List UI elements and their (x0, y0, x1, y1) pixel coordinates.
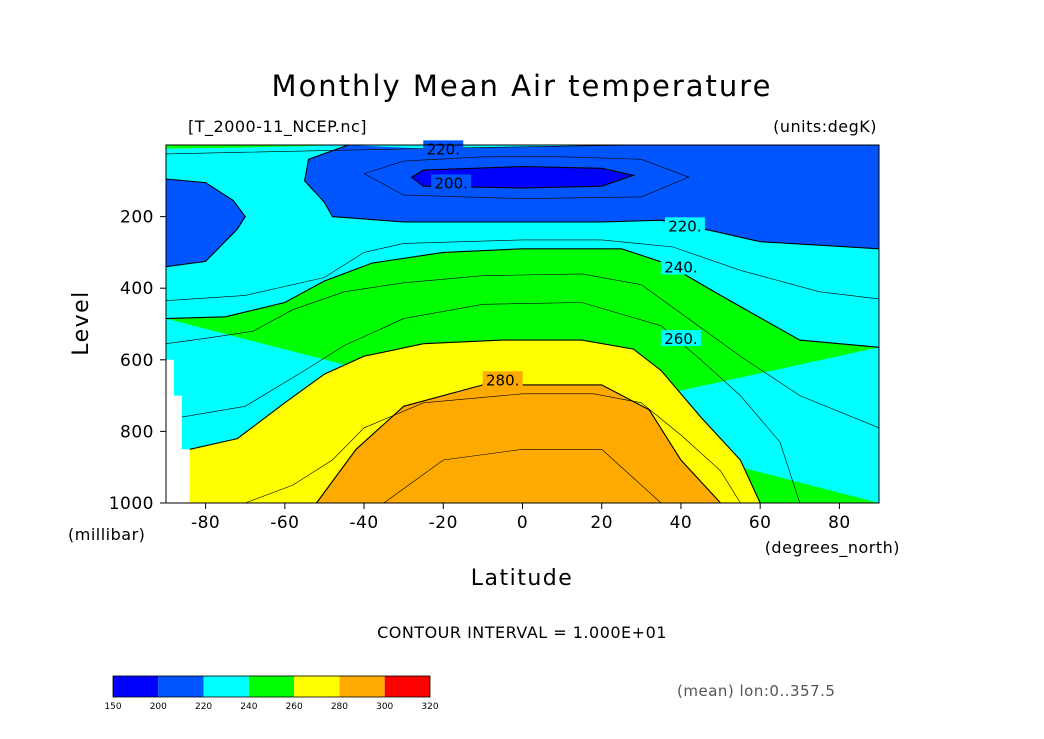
color-bar-swatch (339, 676, 385, 697)
color-bar-swatch (384, 676, 430, 697)
contour-c250 (181, 302, 801, 504)
x-tick-label: -60 (270, 513, 299, 533)
y-axis-units: (millibar) (68, 525, 145, 544)
fill-200-220-west (166, 179, 246, 267)
y-tick-label: 400 (120, 279, 154, 299)
x-axis-ticks: -80 -60 -40 -20 0 20 40 60 80 (191, 503, 851, 533)
contour-c210 (363, 156, 690, 200)
color-bar-label: 150 (104, 702, 121, 712)
x-tick-label: 40 (670, 513, 693, 533)
color-bar-label: 240 (240, 702, 257, 712)
contour-label-bg (664, 217, 705, 234)
contour-c240a (165, 248, 880, 348)
color-bar-label: 200 (150, 702, 167, 712)
contour-c280 (316, 384, 722, 504)
fill-top-strip (166, 145, 349, 149)
y-tick-label: 1000 (109, 494, 154, 514)
contour-label: 240. (664, 259, 697, 277)
color-bar-label: 260 (286, 702, 303, 712)
x-tick-label: -80 (191, 513, 220, 533)
contour-label-bg (423, 140, 464, 157)
x-axis-units: (degrees_north) (765, 538, 900, 558)
color-bar-swatch (113, 676, 159, 697)
units-label: (units:degK) (773, 117, 877, 136)
contour-fills (166, 145, 880, 503)
y-axis-label: Level (69, 290, 94, 356)
color-bar-swatch (203, 676, 249, 697)
color-bar-label: 300 (376, 702, 393, 712)
contour-label-bg (660, 330, 701, 347)
x-tick-label: 80 (828, 513, 851, 533)
color-bar-label: 320 (421, 702, 438, 712)
color-bar: 150 200 220 240 260 280 300 320 (104, 675, 439, 712)
missing-data-fill (166, 359, 190, 503)
x-tick-label: 60 (749, 513, 772, 533)
contour-c240b (165, 273, 880, 429)
x-tick-label: 0 (517, 513, 528, 533)
color-bar-label: 280 (331, 702, 348, 712)
chart-title: Monthly Mean Air temperature (272, 69, 773, 103)
x-tick-label: 20 (590, 513, 613, 533)
color-bar-frame (112, 675, 431, 698)
file-label: [T_2000-11_NCEP.nc] (188, 117, 367, 137)
contour-c200 (410, 165, 636, 189)
contour-c220c (304, 144, 880, 250)
y-tick-label: 200 (120, 208, 154, 228)
contour-label: 260. (664, 330, 697, 348)
contour-label: 220. (668, 217, 701, 235)
x-tick-label: -40 (349, 513, 378, 533)
color-bar-swatch (248, 676, 295, 697)
contour-label: 200. (434, 174, 467, 192)
fill-280-300 (316, 384, 721, 503)
contour-c260 (189, 339, 761, 504)
contour-c230 (165, 239, 880, 301)
contour-label-bg (431, 174, 472, 191)
missing-data-region (166, 359, 190, 503)
contour-plot: 220. 200. 220. 240. 260. 280. (165, 140, 880, 504)
contour-label: 220. (427, 140, 460, 158)
contour-label-bg (660, 258, 701, 275)
averaging-note: (mean) lon:0..357.5 (677, 682, 835, 700)
y-axis-ticks: 200 400 600 800 1000 (109, 208, 166, 514)
contour-label-bg (482, 371, 523, 388)
contour-c290 (383, 449, 662, 504)
contour-c220a (165, 178, 246, 268)
contour-label: 280. (486, 371, 519, 389)
color-bar-swatch (294, 676, 340, 697)
color-bar-label: 220 (195, 702, 212, 712)
x-tick-label: -20 (429, 513, 458, 533)
contour-c270 (245, 393, 741, 504)
y-tick-label: 800 (120, 422, 154, 442)
contour-interval: CONTOUR INTERVAL = 1.000E+01 (377, 623, 667, 642)
color-bar-swatch (158, 676, 204, 697)
y-tick-label: 600 (120, 351, 154, 371)
x-axis-label: Latitude (471, 566, 574, 591)
